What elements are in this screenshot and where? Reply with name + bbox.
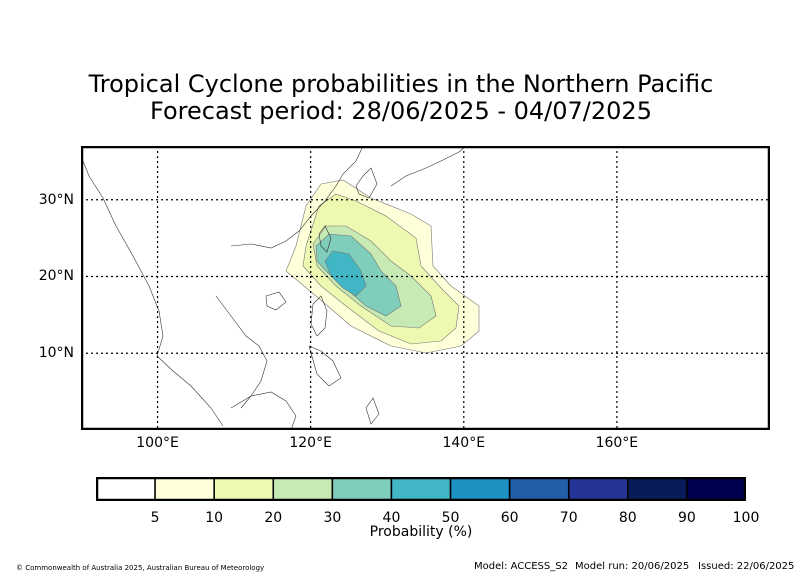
coastline-taiwan <box>318 225 332 253</box>
coastline-indochina <box>81 155 224 427</box>
colorbar-tick-label: 10 <box>205 510 224 526</box>
colorbar-segment <box>567 477 629 501</box>
model-name: Model: ACCESS_S2 <box>474 561 568 572</box>
colorbar-segment <box>96 477 156 501</box>
lon-label: 100°E <box>136 435 179 451</box>
forecast-period: Forecast period: 28/06/2025 - 04/07/2025 <box>150 97 652 125</box>
lon-label: 120°E <box>289 435 332 451</box>
copyright-text: © Commonwealth of Australia 2025, Austra… <box>16 564 265 572</box>
map-border <box>81 146 770 430</box>
colorbar-segment <box>213 477 275 501</box>
colorbar-tick-label: 80 <box>618 510 637 526</box>
colorbar-segment <box>508 477 570 501</box>
colorbar-segment <box>272 477 334 501</box>
colorbar-tick-label: 90 <box>677 510 696 526</box>
probability-contours <box>285 179 480 354</box>
colorbar-tick-label: 5 <box>150 510 160 526</box>
coastline-luzon <box>310 295 328 337</box>
colorbar-tick-label: 100 <box>732 510 760 526</box>
issued-date: Issued: 22/06/2025 <box>698 561 795 572</box>
colorbar-border <box>96 477 746 501</box>
model-run-date: Model run: 20/06/2025 <box>575 561 690 572</box>
colorbar-tick-label: 50 <box>441 510 460 526</box>
chart-title: Tropical Cyclone probabilities in the No… <box>88 70 714 98</box>
coastline-borneo <box>230 391 297 430</box>
colorbar-label: Probability (%) <box>369 524 473 540</box>
coastline-japan <box>390 146 467 187</box>
lon-label: 140°E <box>442 435 486 451</box>
colorbar-segment <box>390 477 452 501</box>
colorbar-segment <box>154 477 215 501</box>
coastline-vietnam <box>215 295 268 409</box>
colorbar-segment <box>331 477 393 501</box>
colorbar-tick-label: 40 <box>382 510 401 526</box>
probability-region-40 <box>324 250 367 297</box>
colorbar-tick-label: 60 <box>500 510 519 526</box>
colorbar-tick-label: 70 <box>559 510 578 526</box>
lon-label: 160°E <box>595 435 639 451</box>
gridlines <box>81 146 770 430</box>
coastline-sulawesi <box>365 397 380 425</box>
lat-label: 10°N <box>38 345 74 362</box>
lat-label: 20°N <box>38 268 74 285</box>
colorbar <box>96 477 746 501</box>
lat-label: 30°N <box>38 191 74 208</box>
coastline-philippines-south <box>308 345 342 387</box>
colorbar-segment <box>627 477 688 501</box>
colorbar-segment <box>449 477 511 501</box>
map-panel <box>81 146 770 430</box>
colorbar-tick-label: 20 <box>264 510 283 526</box>
coastline-hainan <box>265 291 287 311</box>
coastline-korea <box>355 167 378 199</box>
colorbar-segment <box>686 477 746 501</box>
colorbar-tick-label: 30 <box>323 510 342 526</box>
